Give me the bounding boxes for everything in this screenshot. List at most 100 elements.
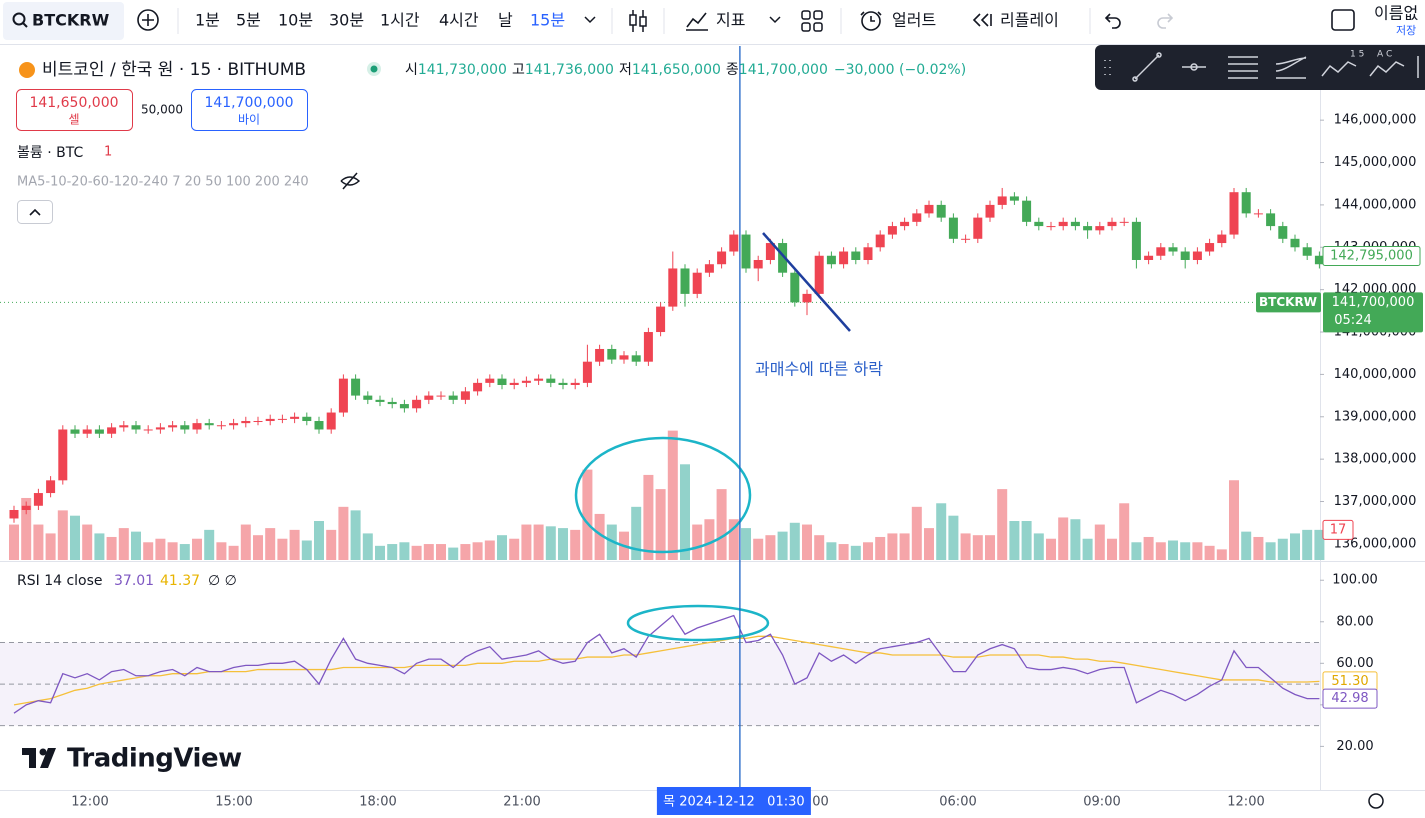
price-label: 140,000,000: [1334, 367, 1417, 382]
fullscreen[interactable]: [1331, 9, 1355, 31]
chevron[interactable]: [584, 16, 596, 24]
add-symbol[interactable]: [137, 9, 159, 31]
symbol-tag-bg: [1256, 292, 1321, 313]
candle-body: [107, 427, 117, 434]
interval[interactable]: 30분: [329, 11, 364, 30]
candle-body: [1131, 221, 1141, 260]
collapse-icon: [29, 208, 41, 216]
plot: 과매수에 따른 하락: [0, 46, 1325, 790]
volume-bar: [155, 538, 166, 560]
sell-label: 셀: [68, 113, 79, 127]
symbol-search[interactable]: [3, 2, 124, 40]
volume-bar: [997, 489, 1008, 560]
interval[interactable]: 4시간: [439, 11, 479, 30]
symbol: BTCKRW: [32, 11, 110, 30]
save[interactable]: 저장: [1396, 24, 1416, 37]
candle-body: [338, 378, 348, 413]
buy-button[interactable]: [191, 89, 308, 131]
symbol-tag: BTCKRW: [1259, 295, 1317, 309]
candle-body: [9, 509, 19, 519]
volume-bar: [21, 497, 32, 560]
interval-active[interactable]: 15분: [530, 11, 565, 30]
candle-body: [192, 423, 202, 430]
replay[interactable]: 리플레이: [1000, 11, 1059, 30]
rsi-tick-label: 60.00: [1336, 656, 1373, 671]
candle-body: [1046, 226, 1056, 228]
candle-body: [692, 272, 702, 294]
volume-bar: [375, 545, 385, 560]
candle-body: [363, 395, 373, 400]
undo[interactable]: [1104, 13, 1121, 29]
crosshair-label-bg: [656, 787, 811, 815]
alert-icon: [860, 11, 882, 22]
volume-bar: [1058, 517, 1069, 560]
candle-body: [1034, 221, 1044, 227]
volume-bar: [57, 510, 68, 560]
volume-bar: [1265, 542, 1276, 560]
candle-body: [216, 425, 226, 427]
time-label: 06:00: [939, 795, 976, 810]
candle-body: [1070, 221, 1080, 227]
candle-body: [802, 293, 812, 303]
candle-body: [948, 217, 958, 239]
redo[interactable]: [1157, 13, 1174, 29]
interval[interactable]: 5분: [236, 11, 261, 30]
volume-bar: [533, 524, 544, 560]
candle-body: [143, 429, 153, 431]
volume-bar: [545, 526, 556, 560]
candle-body: [424, 395, 434, 400]
replay-icon[interactable]: [972, 13, 992, 27]
candle-body: [839, 251, 849, 265]
candle-body: [1314, 255, 1324, 265]
volume-bar: [985, 535, 995, 560]
volume-bar: [33, 524, 44, 560]
volume-bar: [667, 430, 678, 560]
candle-body: [619, 355, 629, 360]
time-label: 15:00: [215, 795, 252, 810]
interval[interactable]: 날: [498, 11, 513, 30]
ohlc-value: 141,736,000: [525, 62, 614, 78]
alert-icon[interactable]: [861, 11, 881, 31]
sell-button[interactable]: [16, 89, 133, 131]
volume-bar: [399, 542, 410, 560]
candle-body: [729, 234, 739, 252]
candle-body: [851, 251, 861, 260]
volume-bar: [924, 528, 934, 560]
volume-bar: [875, 536, 886, 560]
hidden-icon[interactable]: [340, 172, 361, 190]
rsi-ma-line: [13, 635, 1320, 706]
candle-body: [900, 221, 910, 227]
drawing-tools[interactable]: [1104, 52, 1419, 82]
candle-body: [265, 418, 275, 422]
interval[interactable]: 10분: [278, 11, 313, 30]
candle-body: [1009, 196, 1019, 201]
collapse-legend[interactable]: [17, 200, 53, 224]
candle-body: [448, 395, 458, 400]
rsi-value: 37.01: [114, 573, 154, 589]
volume-bar: [1241, 531, 1252, 560]
volume-count: 1: [104, 145, 112, 160]
volume-bar: [350, 510, 361, 560]
time-label: 18:00: [359, 795, 396, 810]
interval[interactable]: 1시간: [380, 11, 420, 30]
crosshair-label: 목 2024-12-12 01:30: [663, 795, 805, 810]
rsi-legend: RSI 14 close: [17, 573, 103, 589]
candle-body: [1095, 226, 1105, 231]
indicator-icon[interactable]: [686, 12, 708, 31]
candle-body: [997, 196, 1007, 205]
volume-bar: [753, 538, 764, 560]
alert[interactable]: 얼러트: [892, 11, 936, 30]
volume-bar: [70, 515, 80, 560]
rsi-label: 42.98: [1331, 691, 1368, 706]
chevron[interactable]: [769, 16, 781, 24]
volume-bar: [887, 533, 898, 560]
interval[interactable]: 1분: [195, 11, 220, 30]
indicators[interactable]: 지표: [716, 11, 745, 30]
layout-icon[interactable]: [801, 10, 823, 32]
layout-name[interactable]: 이름없: [1374, 4, 1418, 23]
candle-body: [387, 401, 397, 405]
axis-settings[interactable]: [1368, 793, 1384, 809]
candle-body: [180, 425, 190, 430]
volume-bar: [94, 533, 105, 560]
trend-line: [762, 232, 851, 332]
